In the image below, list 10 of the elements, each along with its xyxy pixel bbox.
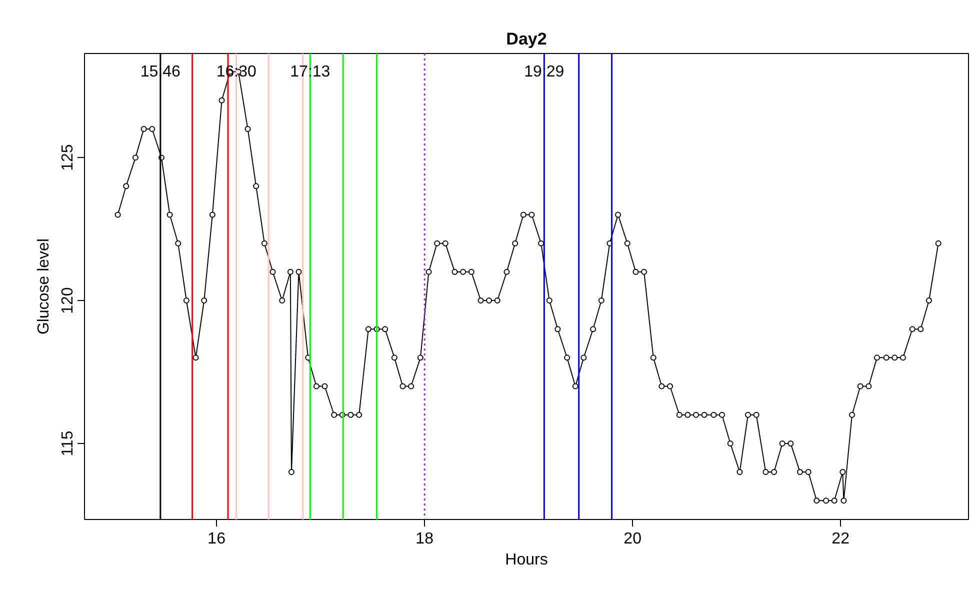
y-tick-label: 120 [60,287,76,314]
x-tick-label: 18 [416,530,434,548]
x-tick-label: 20 [624,530,642,548]
x-tick-label: 16 [208,530,226,548]
y-tick-label: 115 [60,430,76,456]
x-axis-title: Hours [505,552,548,568]
x-tick-label: 22 [832,530,850,548]
y-axis-title: Glucose level [36,238,52,335]
chart-title: Day2 [506,30,547,48]
y-tick-label: 125 [60,144,76,171]
